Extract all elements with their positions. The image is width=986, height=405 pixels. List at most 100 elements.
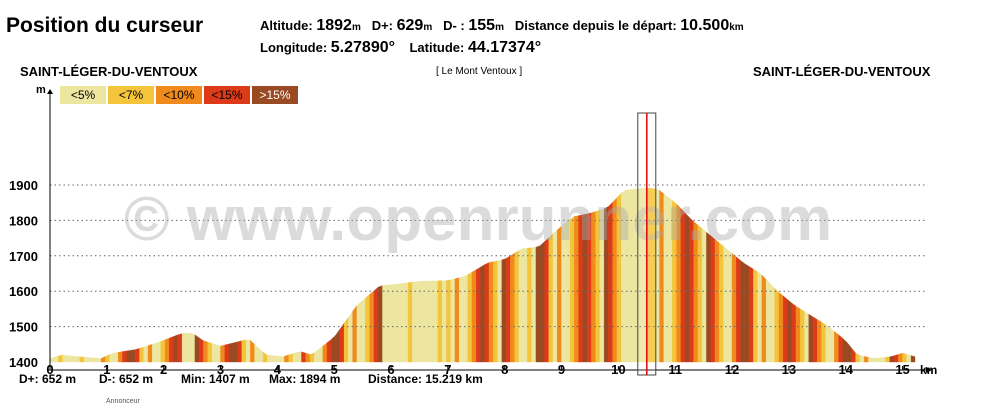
latitude-value: 44.17374° — [467, 39, 542, 56]
x-tick-label: 1 — [103, 362, 110, 377]
profile-segment — [331, 334, 336, 363]
x-tick-label: 5 — [331, 362, 338, 377]
profile-segment — [910, 355, 916, 363]
profile-segment — [190, 332, 196, 363]
profile-segment — [476, 266, 481, 363]
profile-segment — [731, 253, 737, 363]
profile-segment — [480, 264, 486, 363]
altitude-value: 1892 — [316, 17, 352, 34]
profile-segment — [488, 261, 494, 363]
profile-segment — [258, 347, 264, 363]
y-tick-label: 1900 — [9, 178, 38, 193]
profile-segment — [356, 301, 362, 363]
profile-segment — [216, 344, 221, 363]
dplus-value: 629 — [396, 17, 424, 34]
x-axis-arrow — [926, 367, 932, 373]
page-title: Position du curseur — [6, 14, 204, 37]
profile-segment — [109, 352, 115, 363]
x-tick-label: 10 — [611, 362, 625, 377]
profile-segment — [795, 305, 801, 363]
profile-segment — [800, 308, 805, 363]
profile-segment — [352, 304, 358, 363]
profile-segment — [727, 249, 733, 363]
advertiser-label: Annonceur — [106, 398, 140, 405]
footer-max: Max: 1894 m — [269, 372, 341, 386]
profile-segment — [782, 295, 788, 363]
legend-item-gt15: >15% — [252, 86, 298, 104]
profile-segment — [220, 344, 225, 363]
profile-segment — [821, 321, 827, 363]
profile-segment — [156, 341, 162, 363]
profile-segment — [710, 235, 716, 363]
profile-segment — [719, 242, 724, 363]
profile-segment — [160, 339, 166, 363]
cursor-info-line-1: Altitude: 1892m D+: 629m D- : 155m Dista… — [260, 17, 744, 35]
x-tick-label: 15 — [895, 362, 909, 377]
x-tick-label: 4 — [274, 362, 282, 377]
profile-segment — [842, 337, 848, 363]
profile-segment — [459, 276, 464, 363]
profile-segment — [143, 345, 149, 363]
profile-segment — [906, 354, 912, 363]
profile-segment — [531, 247, 537, 363]
start-place-label: SAINT-LÉGER-DU-VENTOUX — [20, 64, 198, 79]
watermark-text: © www.openrunner.com — [124, 185, 832, 254]
profile-segment — [463, 274, 468, 363]
profile-segment — [420, 280, 426, 363]
profile-segment — [770, 283, 775, 363]
profile-segment — [505, 255, 511, 363]
y-axis-arrow — [47, 89, 53, 94]
profile-segment — [395, 283, 400, 363]
legend-item-lt15: <15% — [204, 86, 250, 104]
profile-segment — [817, 319, 822, 363]
profile-segment — [846, 341, 852, 363]
profile-segment — [544, 237, 549, 363]
profile-segment — [753, 268, 758, 363]
altitude-label: Altitude: — [260, 18, 313, 33]
y-tick-label: 1500 — [9, 320, 38, 335]
profile-segment — [876, 357, 882, 363]
profile-segment — [301, 351, 306, 363]
profile-segment — [211, 343, 217, 363]
profile-segment — [62, 354, 68, 363]
profile-segment — [335, 328, 341, 363]
legend-item-lt10: <10% — [156, 86, 202, 104]
footer-distance: Distance: 15.219 km — [368, 372, 483, 386]
profile-segment — [834, 330, 839, 363]
profile-segment — [407, 281, 413, 363]
profile-segment — [471, 269, 477, 363]
profile-segment — [297, 351, 302, 363]
profile-segment — [740, 260, 746, 363]
y-tick-label: 1800 — [9, 213, 38, 228]
profile-segment — [177, 333, 183, 363]
profile-segment — [71, 355, 76, 363]
profile-segment — [130, 349, 136, 363]
profile-segment — [118, 351, 123, 363]
profile-segment — [360, 297, 366, 363]
profile-segment — [314, 348, 319, 363]
profile-segment — [105, 354, 110, 363]
latitude-label: Latitude: — [409, 40, 465, 55]
profile-segment — [744, 263, 750, 363]
profile-segment — [446, 279, 451, 363]
profile-segment — [804, 311, 809, 363]
profile-segment — [399, 283, 405, 363]
profile-segment — [386, 284, 392, 363]
legend-item-lt7: <7% — [108, 86, 154, 104]
profile-segment — [228, 342, 234, 363]
profile-segment — [373, 286, 379, 363]
profile-segment — [54, 355, 59, 363]
profile-segment — [467, 271, 473, 363]
profile-segment — [441, 280, 447, 363]
profile-segment — [838, 334, 844, 363]
profile-segment — [885, 356, 890, 363]
profile-segment — [540, 241, 545, 363]
slope-legend: <5% <7% <10% <15% >15% — [60, 86, 298, 104]
profile-segment — [497, 259, 503, 363]
profile-segment — [454, 277, 460, 363]
profile-segment — [309, 352, 315, 363]
profile-segment — [514, 250, 520, 363]
profile-segment — [288, 353, 294, 363]
profile-segment — [254, 343, 260, 363]
